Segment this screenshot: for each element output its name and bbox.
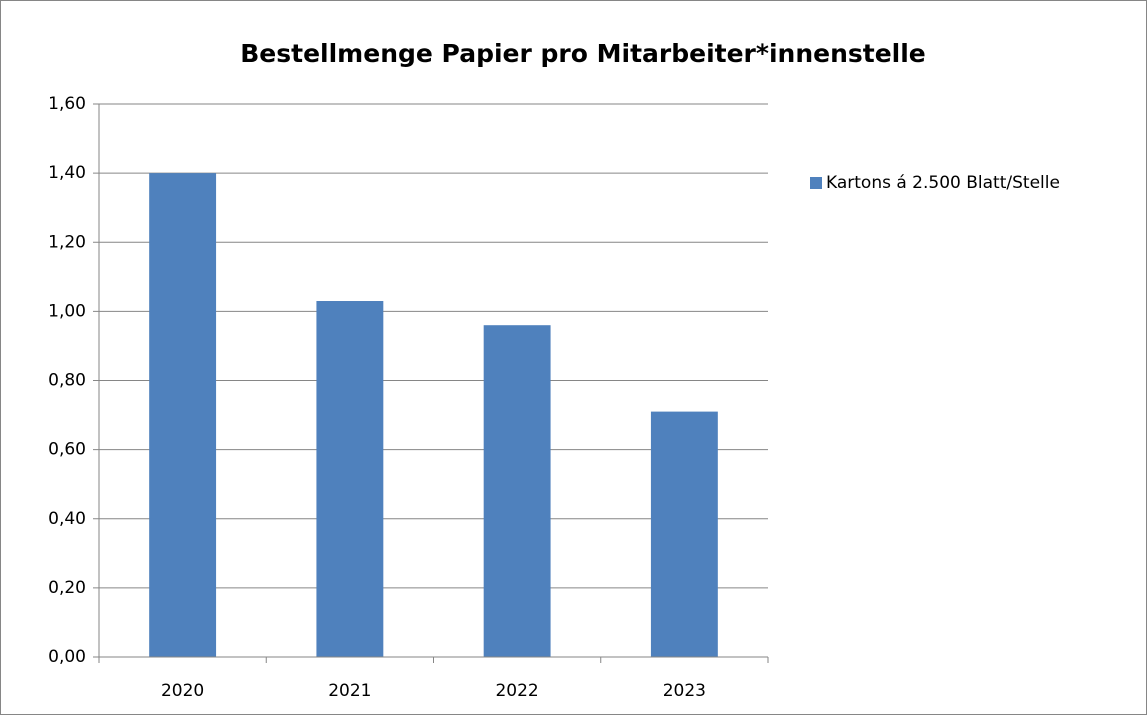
- y-tick-label: 0,00: [48, 647, 86, 667]
- y-tick-label: 1,00: [48, 301, 86, 321]
- y-tick-label: 0,20: [48, 578, 86, 598]
- bar: [650, 411, 718, 657]
- y-tick-label: 1,20: [48, 232, 86, 252]
- x-tick-label: 2023: [663, 681, 706, 701]
- y-tick-label: 0,80: [48, 371, 86, 391]
- x-tick-label: 2021: [328, 681, 371, 701]
- y-tick-label: 1,60: [48, 94, 86, 114]
- y-tick-label: 0,60: [48, 440, 86, 460]
- bar: [149, 173, 217, 657]
- y-tick-label: 1,40: [48, 163, 86, 183]
- legend-swatch: [810, 177, 822, 189]
- y-tick-label: 0,40: [48, 509, 86, 529]
- chart-title: Bestellmenge Papier pro Mitarbeiter*inne…: [240, 39, 926, 68]
- bar: [483, 325, 551, 657]
- x-tick-label: 2020: [161, 681, 204, 701]
- legend-label: Kartons á 2.500 Blatt/Stelle: [826, 173, 1060, 193]
- bar: [316, 301, 384, 657]
- x-tick-label: 2022: [495, 681, 538, 701]
